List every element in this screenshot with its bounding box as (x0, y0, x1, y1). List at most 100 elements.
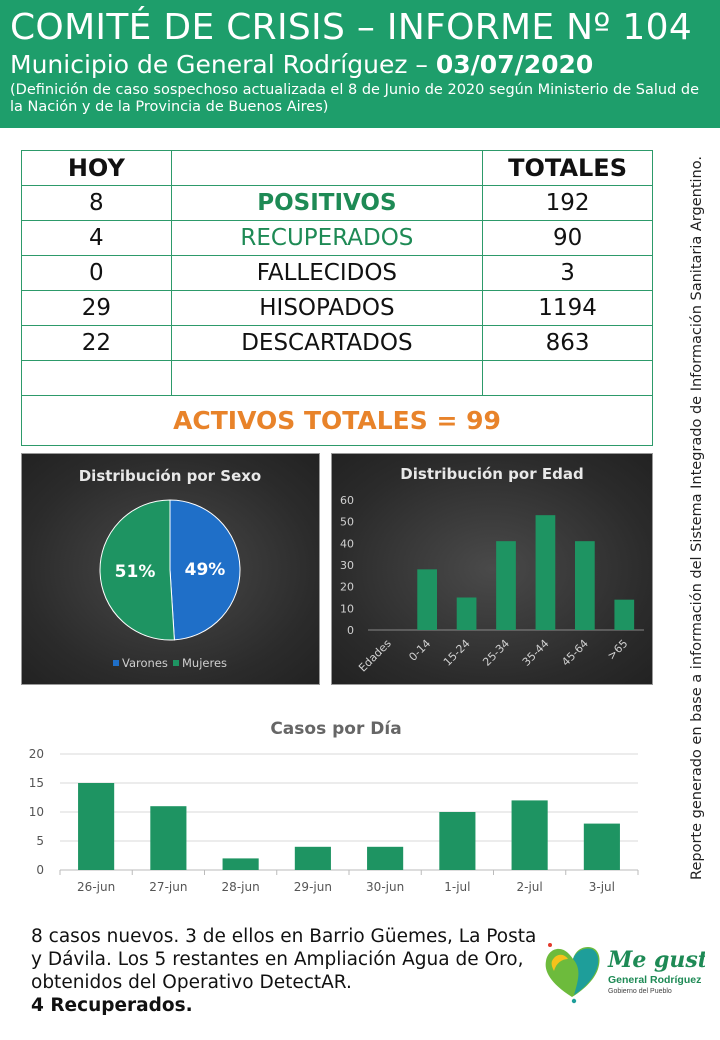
total-value: 1194 (482, 290, 653, 326)
day-bar (439, 812, 476, 870)
chart-title: Distribución por Sexo (79, 467, 262, 485)
x-tick-label: 25-34 (480, 637, 512, 669)
table-row: 8 POSITIVOS 192 (21, 185, 653, 221)
day-bar (367, 846, 404, 870)
pie-label: 51% (115, 562, 156, 582)
x-tick-label: 2-jul (517, 880, 543, 894)
x-tick-label: 0-14 (406, 637, 433, 664)
y-tick-label: 15 (29, 776, 44, 790)
y-tick-label: 10 (29, 805, 44, 819)
y-tick-label: 40 (340, 537, 354, 550)
x-tick-label: 27-jun (149, 880, 187, 894)
heart-logo-icon (545, 943, 600, 1004)
age-bar (575, 541, 595, 630)
x-tick-label: 29-jun (294, 880, 332, 894)
row-label-hisopados: HISOPADOS (170, 290, 484, 326)
chart-title: Distribución por Edad (400, 465, 583, 483)
age-bar (614, 599, 635, 630)
me-gusta-logo: Me gusta General Rodríguez Gobierno del … (545, 943, 705, 1004)
legend-entry: Mujeres (182, 656, 227, 670)
today-value: 8 (21, 185, 172, 221)
sex-distribution-panel: Distribución por Sexo 49% 51% Varones Mujere… (21, 453, 320, 685)
table-row: 0 FALLECIDOS 3 (21, 255, 653, 291)
legend-swatch (173, 660, 179, 666)
legend-entry: Varones (122, 656, 168, 670)
age-bar (496, 541, 516, 630)
activos-totales: ACTIVOS TOTALES = 99 (21, 395, 653, 446)
logo-line1: Me gusta (607, 947, 705, 973)
day-bar (150, 806, 187, 870)
y-tick-label: 0 (347, 624, 354, 637)
table-row: 4 RECUPERADOS 90 (21, 220, 653, 256)
table-row: 29 HISOPADOS 1194 (21, 290, 653, 326)
row-label-fallecidos: FALLECIDOS (170, 255, 484, 291)
header-banner: COMITÉ DE CRISIS – INFORME Nº 104 Munici… (0, 0, 720, 128)
x-tick-label: Edades (356, 637, 394, 675)
day-bar (222, 858, 259, 870)
empty-cell (482, 360, 653, 396)
footer-description: 8 casos nuevos. 3 de ellos en Barrio Güe… (31, 926, 537, 993)
day-bar (511, 800, 548, 870)
day-bar (78, 783, 115, 870)
today-value: 4 (21, 220, 172, 256)
logo-line3: Gobierno del Pueblo (608, 988, 672, 995)
total-value: 90 (482, 220, 653, 256)
total-value: 192 (482, 185, 653, 221)
activos-row: ACTIVOS TOTALES = 99 (21, 395, 653, 446)
subtitle-municipality: Municipio de General Rodríguez – (10, 50, 436, 79)
legend-swatch (113, 660, 119, 666)
day-bar (583, 823, 620, 870)
today-value: 0 (21, 255, 172, 291)
table-row: 22 DESCARTADOS 863 (21, 325, 653, 361)
x-tick-label: 15-24 (441, 637, 473, 669)
side-source-text: Reporte generado en base a información d… (689, 155, 705, 880)
summary-header-row: HOY TOTALES (21, 150, 653, 186)
y-tick-label: 60 (340, 494, 354, 507)
empty-row (21, 360, 653, 396)
y-tick-label: 10 (340, 602, 354, 615)
pie-label: 49% (185, 560, 226, 580)
empty-cell (170, 360, 484, 396)
y-tick-label: 50 (340, 516, 354, 529)
x-tick-label: 35-44 (520, 637, 552, 669)
footer-recovered: 4 Recuperados. (31, 995, 193, 1016)
total-value: 863 (482, 325, 653, 361)
case-definition-note: (Definición de caso sospechoso actualiza… (10, 82, 700, 115)
y-tick-label: 5 (36, 834, 44, 848)
age-distribution-panel: Distribución por Edad 0 10 20 30 40 50 60 Edades… (331, 453, 653, 685)
summary-table: HOY TOTALES 8 POSITIVOS 192 4 RECUPERADO… (21, 150, 653, 446)
y-tick-label: 20 (340, 581, 354, 594)
report-title: COMITÉ DE CRISIS – INFORME Nº 104 (10, 7, 693, 48)
day-bar (294, 846, 331, 870)
x-tick-label: 28-jun (222, 880, 260, 894)
empty-cell (21, 360, 172, 396)
total-value: 3 (482, 255, 653, 291)
sex-distribution-chart: Distribución por Sexo 49% 51% Varones Mujere… (79, 467, 262, 670)
footer-text: 8 casos nuevos. 3 de ellos en Barrio Güe… (31, 925, 551, 1017)
x-tick-label: 1-jul (444, 880, 470, 894)
row-label-recuperados: RECUPERADOS (170, 220, 484, 256)
header-today: HOY (21, 150, 172, 186)
y-tick-label: 20 (29, 747, 44, 761)
chart-title: Casos por Día (270, 719, 401, 739)
x-tick-label: 3-jul (589, 880, 615, 894)
x-tick-label: >65 (605, 637, 631, 663)
y-tick-label: 30 (340, 559, 354, 572)
logo-line2: General Rodríguez (608, 974, 701, 986)
x-tick-label: 30-jun (366, 880, 404, 894)
pie-slice-mujeres (99, 499, 175, 641)
age-bar (456, 597, 477, 630)
x-tick-label: 45-64 (559, 637, 591, 669)
header-totals: TOTALES (482, 150, 653, 186)
x-tick-label: 26-jun (77, 880, 115, 894)
daily-cases-chart: Casos por Día 0 5 10 15 20 26-jun 27-jun 28-jun 2… (29, 719, 639, 894)
header-empty (170, 150, 484, 186)
today-value: 22 (21, 325, 172, 361)
report-subtitle: Municipio de General Rodríguez – 03/07/2… (10, 50, 710, 80)
report-date: 03/07/2020 (435, 50, 594, 79)
today-value: 29 (21, 290, 172, 326)
age-bar (535, 515, 556, 630)
pie-slice-varones (169, 499, 241, 641)
row-label-descartados: DESCARTADOS (170, 325, 484, 361)
y-tick-label: 0 (36, 863, 44, 877)
